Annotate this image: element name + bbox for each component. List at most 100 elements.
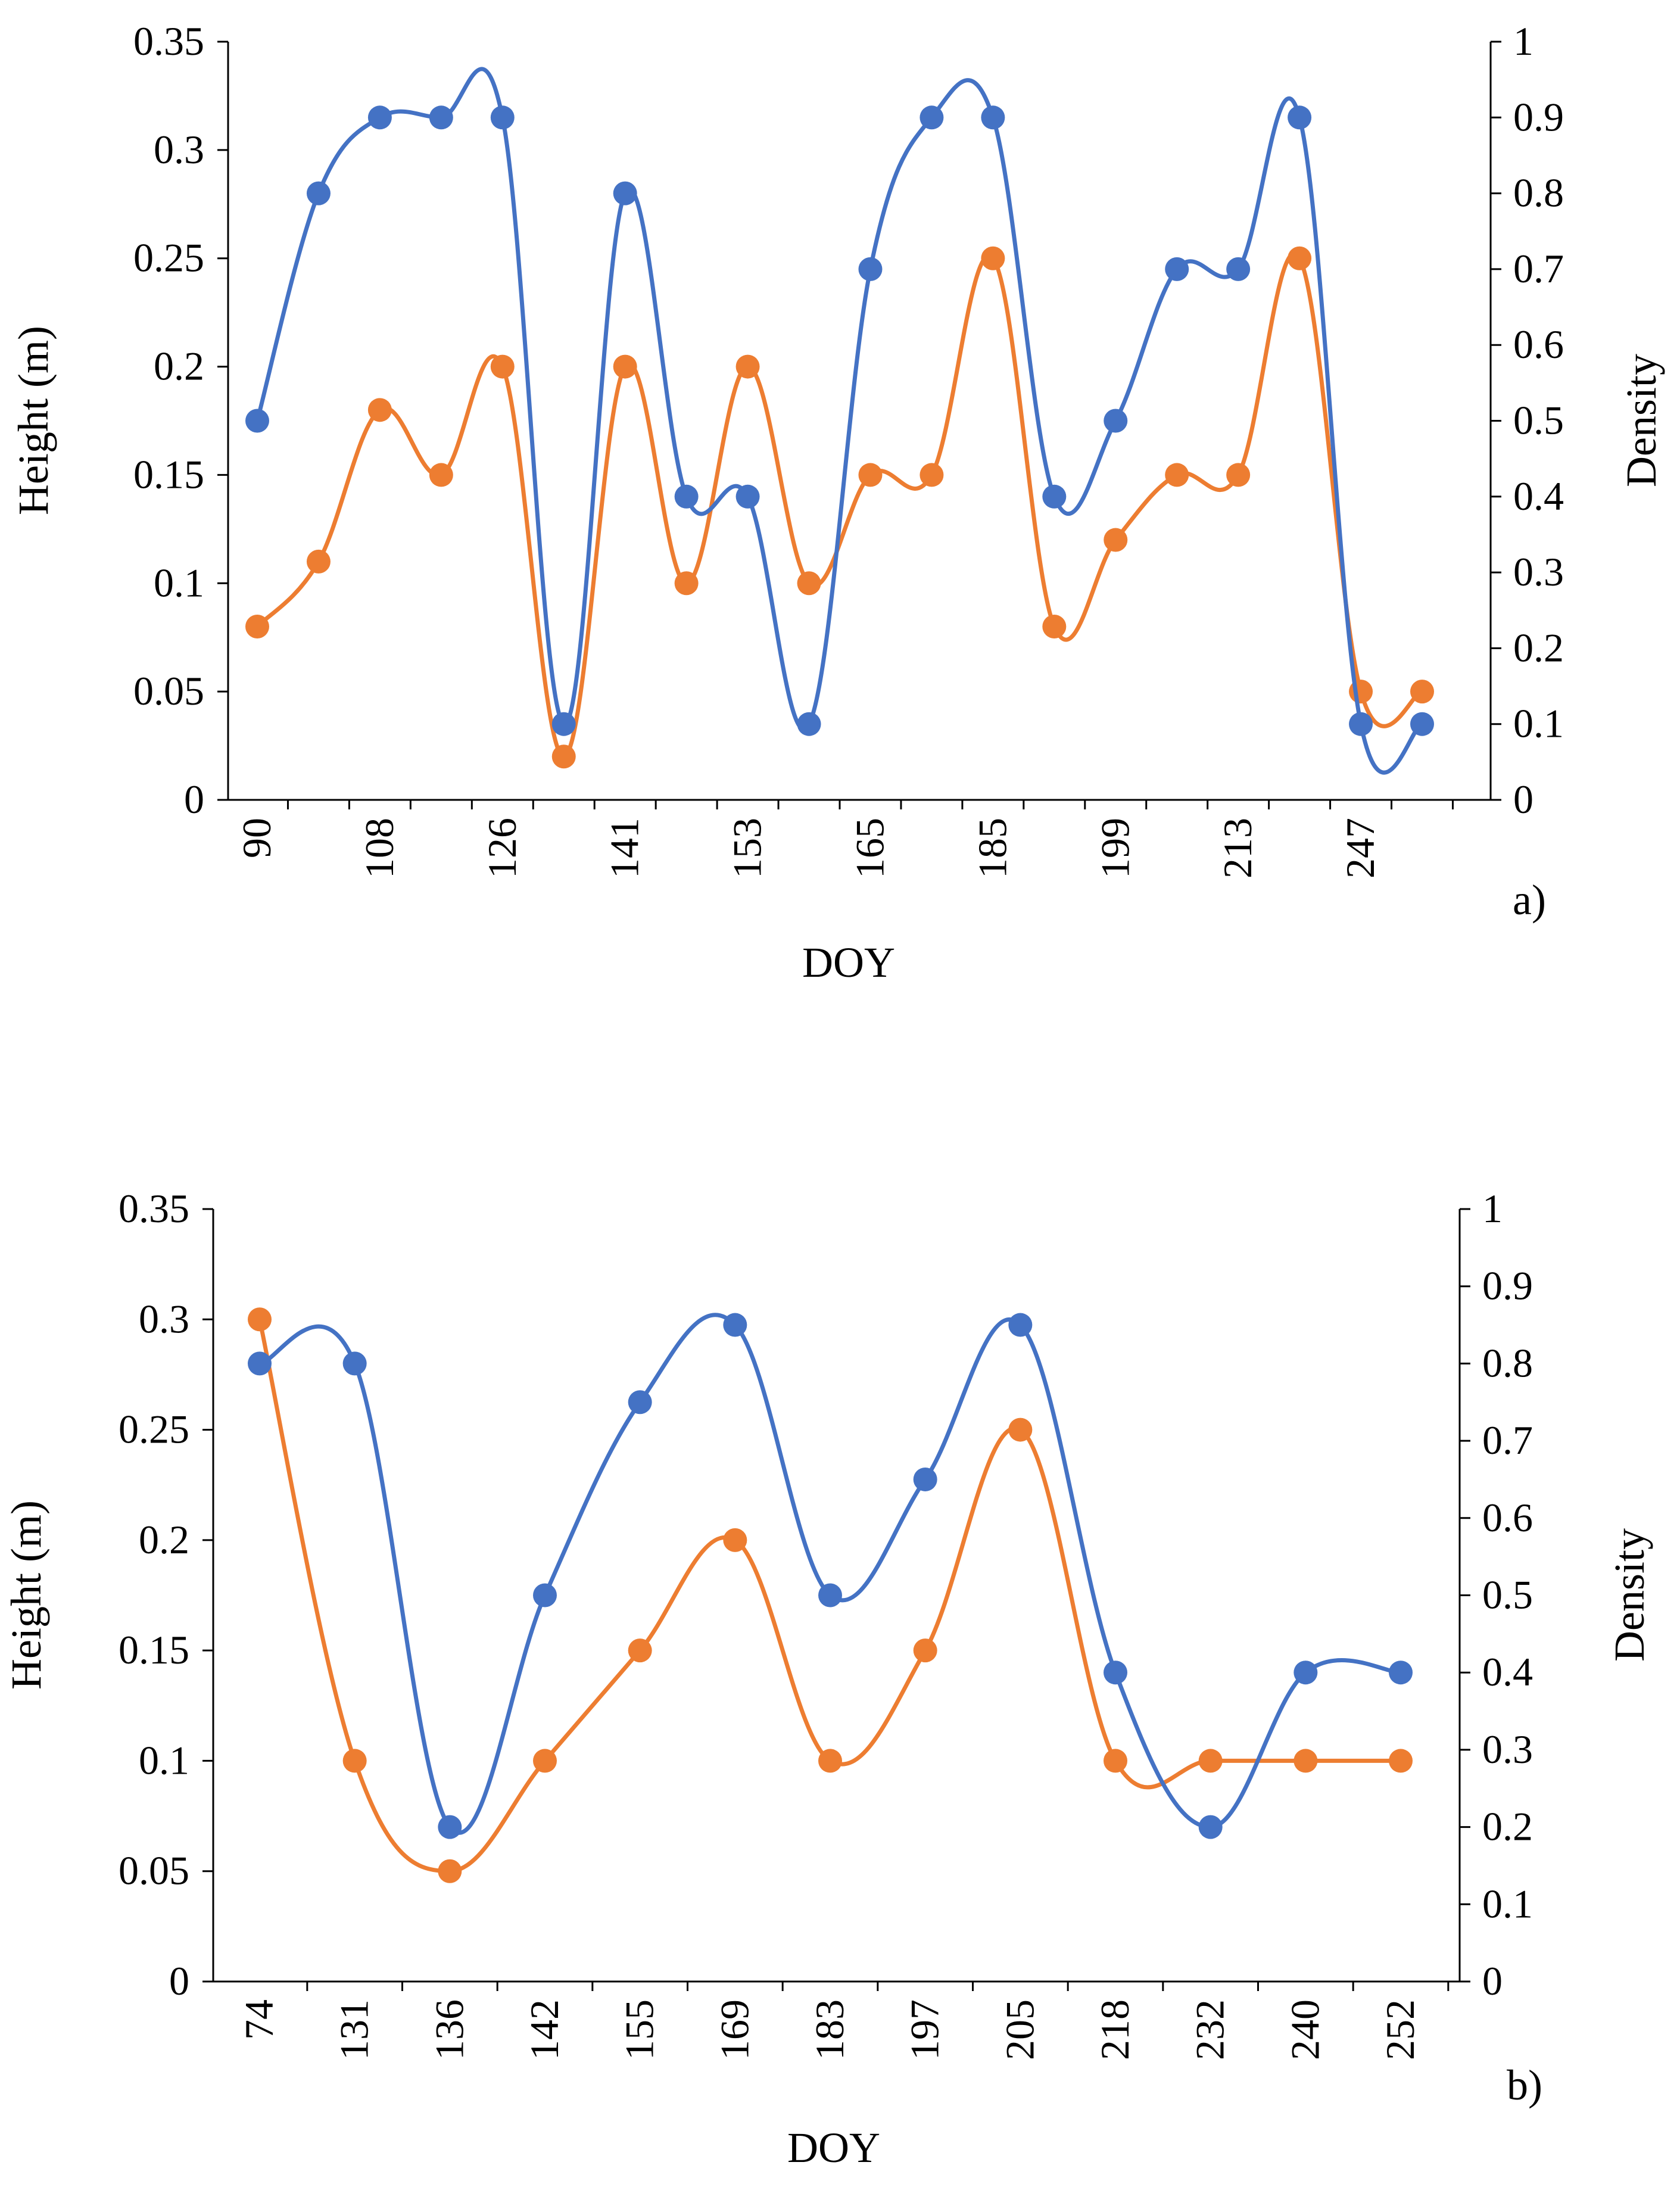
chart-a-series-height-line [255, 251, 1425, 759]
chart-b-xtick-label: 218 [1092, 1999, 1137, 2060]
chart-b-y2tick-label: 0.4 [1482, 1649, 1533, 1694]
chart-b-series-density-line [257, 1313, 1403, 1835]
chart-a-y2tick-label: 0.9 [1513, 94, 1564, 139]
chart-a-series-density-point-13 [1042, 484, 1067, 509]
chart-b-xtick-label: 169 [712, 1999, 757, 2060]
chart-b-ytick-label: 0.05 [119, 1848, 189, 1893]
chart-a-series-density-point-6 [613, 181, 637, 205]
chart-a-y2tick-label: 0.2 [1513, 625, 1564, 670]
chart-a-series-density-point-7 [674, 484, 699, 509]
chart-a-ytick-label: 0.05 [133, 668, 204, 714]
chart-b-series-height-point-9 [1104, 1749, 1127, 1773]
chart-a-xtick-label: 199 [1092, 818, 1137, 878]
chart-a-y2tick-label: 0.5 [1513, 398, 1564, 443]
chart-b: 0 0.05 0.1 0.15 0.2 0.25 0.3 0.35 0 0.1 0.2 0.3 0.4 0… [2, 1186, 1653, 2172]
chart-b-y2tick-label: 1 [1482, 1186, 1503, 1231]
chart-a-ytick-label: 0.1 [154, 560, 204, 605]
chart-a-series-height-point-15 [1165, 463, 1189, 487]
chart-b-ytick-label: 0.25 [119, 1407, 189, 1452]
chart-a-ytick-label: 0.2 [154, 344, 204, 389]
chart-b-x-axis-title: DOY [787, 2124, 880, 2172]
chart-a-series-density-point-1 [306, 181, 331, 205]
chart-a-series-height-point-17 [1288, 246, 1312, 270]
chart-b-xtick-label: 240 [1282, 1999, 1327, 2060]
chart-a-series-height-point-5 [551, 744, 576, 769]
chart-a-series-density-point-18 [1349, 712, 1373, 736]
chart-b-series-density-point-9 [1104, 1660, 1127, 1685]
chart-a-y2tick-label: 0.6 [1513, 322, 1564, 367]
chart-a-series-height-point-14 [1104, 528, 1128, 552]
chart-b-series-density-point-11 [1293, 1660, 1318, 1685]
chart-a-series-height-point-7 [674, 571, 699, 596]
chart-a-series-density-point-2 [367, 105, 392, 130]
chart-a-series-height-point-11 [920, 463, 944, 487]
chart-b-series-density-point-8 [1008, 1313, 1033, 1337]
chart-b-panel-label: b) [1507, 2061, 1542, 2109]
chart-b-series-height-point-10 [1198, 1749, 1223, 1773]
chart-a-ytick-label: 0 [184, 777, 204, 822]
chart-a-series-height-point-19 [1410, 680, 1434, 704]
chart-b-series-height-point-3 [533, 1749, 557, 1773]
chart-b-xtick-label: 205 [997, 1999, 1042, 2060]
chart-a-series-height-point-16 [1226, 463, 1251, 487]
chart-b-series-height-point-12 [1389, 1749, 1413, 1773]
chart-a-series-height-point-3 [429, 463, 453, 487]
chart-a-series-height-point-13 [1042, 615, 1067, 639]
chart-b-series-density-point-10 [1198, 1815, 1223, 1839]
chart-a-xtick-label: 90 [234, 818, 279, 858]
chart-b-series-height-point-8 [1008, 1418, 1033, 1442]
chart-b-y2tick-label: 0.1 [1482, 1881, 1533, 1926]
chart-b-y2tick-label: 0.3 [1482, 1727, 1533, 1772]
chart-a-xtick-label: 165 [847, 818, 893, 878]
chart-b-series-density-point-5 [723, 1313, 747, 1337]
chart-a-y2tick-label: 0.7 [1513, 246, 1564, 291]
chart-b-y2tick-label: 0.7 [1482, 1418, 1533, 1463]
chart-b-xtick-label: 74 [236, 1999, 282, 2040]
chart-a-y2tick-label: 0.4 [1513, 473, 1564, 519]
chart-a-series-density-point-15 [1165, 257, 1189, 281]
chart-a-series-density-point-16 [1226, 257, 1251, 281]
chart-b-ytick-label: 0.35 [119, 1186, 189, 1231]
chart-b-plot [248, 1307, 1413, 1883]
chart-b-xtick-label: 252 [1377, 1999, 1423, 2060]
chart-b-series-density-point-12 [1389, 1660, 1413, 1685]
chart-a-series-height-point-2 [367, 398, 392, 422]
chart-b-xtick-label: 136 [426, 1999, 472, 2060]
chart-b-series-density-point-3 [533, 1583, 557, 1607]
chart-a-xtick-label: 213 [1215, 818, 1260, 878]
chart-a-series-height-point-9 [797, 571, 821, 596]
chart-a-series-density-point-14 [1104, 409, 1128, 433]
chart-b-series-density-point-2 [438, 1815, 462, 1839]
chart-a: 0 0.05 0.1 0.15 0.2 0.25 0.3 0.35 0 0.1 0.2 0.3 0.4 0… [10, 18, 1665, 986]
chart-a-series-density-point-5 [551, 712, 576, 736]
chart-a-y2tick-label: 1 [1513, 18, 1533, 64]
chart-a-series-height-point-8 [735, 354, 760, 379]
chart-b-series-height-point-2 [438, 1859, 462, 1883]
chart-a-series-density-point-10 [858, 257, 883, 281]
chart-a-xtick-label: 185 [970, 818, 1015, 878]
chart-b-series-height-point-7 [913, 1638, 937, 1663]
chart-a-series-density-point-4 [490, 105, 515, 130]
chart-a-xtick-label: 141 [602, 818, 647, 878]
chart-a-series-height-point-12 [981, 246, 1005, 270]
chart-a-series-height-point-0 [245, 615, 269, 639]
chart-a-xtick-label: 108 [357, 818, 402, 878]
chart-b-series-height-point-5 [723, 1528, 747, 1552]
chart-b-xtick-label: 142 [522, 1999, 567, 2060]
chart-a-y2tick-label: 0.3 [1513, 549, 1564, 594]
chart-b-xtick-label: 183 [807, 1999, 852, 2060]
chart-b-y2tick-label: 0.5 [1482, 1572, 1533, 1618]
chart-b-series-height-point-1 [342, 1749, 367, 1773]
chart-a-series-density-point-19 [1410, 712, 1434, 736]
chart-b-series-density-point-0 [248, 1351, 272, 1376]
chart-b-series-height-point-4 [628, 1638, 652, 1663]
chart-b-y2tick-label: 0 [1482, 1958, 1503, 2004]
chart-b-xtick-label: 197 [902, 1999, 947, 2060]
chart-b-series-density-point-7 [913, 1467, 937, 1491]
chart-a-y2tick-label: 0.1 [1513, 701, 1564, 746]
chart-a-series-density-point-17 [1288, 105, 1312, 130]
chart-a-series-density-point-3 [429, 105, 453, 130]
chart-b-ytick-label: 0 [169, 1958, 189, 2004]
chart-a-y2tick-label: 0 [1513, 777, 1533, 822]
